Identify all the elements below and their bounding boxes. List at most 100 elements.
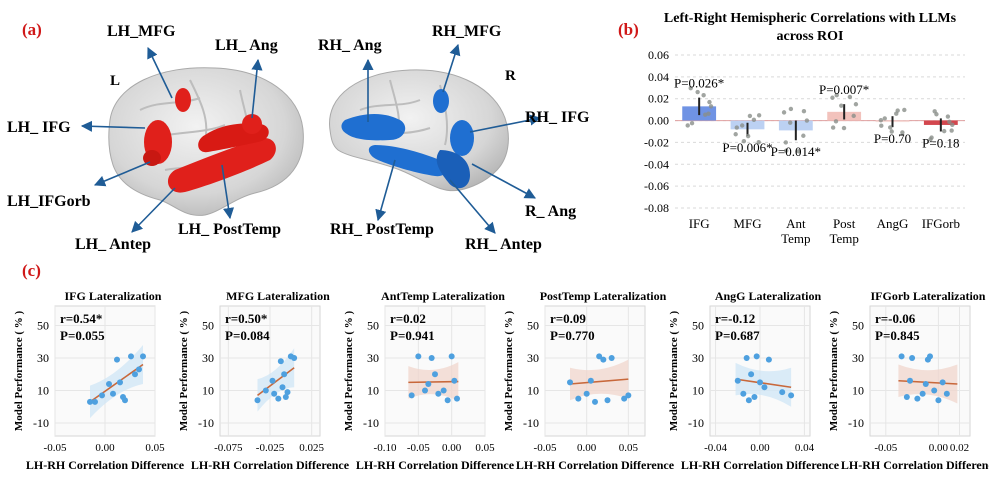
scatter-point — [907, 377, 913, 384]
scatter-point — [132, 371, 138, 378]
scatter-x-label: LH-RH Correlation Difference — [681, 458, 840, 472]
scatter-x-tick: 0.05 — [145, 442, 165, 454]
bar-point — [747, 113, 753, 119]
scatter-point — [625, 392, 632, 399]
scatter-y-tick: -10 — [198, 416, 214, 430]
label-rh-antep: RH_ Antep — [465, 236, 542, 253]
regression-line — [735, 378, 792, 389]
label-lh-ifg: LH_ IFG — [7, 119, 71, 136]
scatter-point — [927, 353, 933, 360]
scatter-r-label: r=-0.12 — [715, 311, 755, 326]
bar-y-tick: -0.06 — [644, 179, 669, 193]
scatter-point — [592, 398, 598, 405]
scatter-x-label: LH-RH Correlation Difference — [26, 458, 185, 472]
scatter-plot: IFG Lateralization 50 30 10 -10 -0.05 0.00 0.05… — [13, 289, 185, 472]
bar-point — [701, 93, 706, 98]
bar-point — [685, 123, 690, 128]
scatter-point — [432, 371, 438, 378]
bar-category-label: Temp — [781, 231, 810, 246]
scatter-point — [428, 355, 435, 361]
left-arrows — [80, 46, 263, 233]
scatter-point — [440, 387, 447, 394]
bar-y-tick: 0.00 — [648, 114, 669, 128]
scatter-point — [734, 377, 741, 384]
scatter-point — [583, 390, 590, 397]
scatter-plot: AntTemp Lateralization 50 30 10 -10 -0.10 -0.0… — [343, 289, 515, 472]
scatter-y-tick: 10 — [527, 384, 539, 398]
scatter-plot: IFGorb Lateralization 50 30 10 -10 -0.05 0.00 0… — [828, 289, 989, 472]
scatter-point — [740, 390, 747, 397]
scatter-point — [743, 355, 750, 361]
scatter-x-tick: -0.04 — [704, 442, 727, 454]
bar-point — [949, 128, 954, 133]
scatter-x-tick: 0.00 — [95, 442, 115, 454]
scatter-plot: MFG Lateralization 50 30 10 -10-0.075 -0.025 0… — [178, 289, 350, 472]
scatter-x-tick: 0.04 — [795, 442, 815, 454]
scatter-point — [761, 384, 768, 391]
bar-point — [688, 86, 693, 91]
scatter-x-tick: 0.05 — [619, 442, 639, 454]
scatter-y-tick: 30 — [852, 351, 864, 365]
brain-panel: (a) LH_MFG LH — [0, 0, 610, 255]
bar-point — [695, 89, 700, 95]
label-r-ang: R_ Ang — [525, 203, 576, 220]
scatter-y-label: Model Performance ( % ) — [668, 310, 680, 431]
scatter-point — [604, 397, 611, 404]
scatter-y-tick: 10 — [37, 384, 49, 398]
scatter-point — [903, 394, 910, 400]
bar-grid — [675, 54, 965, 209]
scatter-point — [575, 395, 582, 402]
scatter-r-label: r=0.54* — [60, 311, 102, 326]
regression-line — [569, 378, 629, 385]
rh-mfg-region — [433, 89, 449, 113]
scatter-point — [608, 355, 615, 361]
bar-point — [801, 109, 807, 114]
scatter-r-label: r=0.09 — [550, 311, 586, 326]
bar-point — [879, 123, 884, 128]
scatter-point — [271, 390, 278, 397]
scatter-x-tick: 0.025 — [299, 442, 324, 454]
scatter-y-tick: 50 — [367, 319, 379, 333]
bar-point — [902, 107, 907, 113]
bar-marks: P=0.026* P=0.006*P=0.014* P=0.007* P=0.70 P=… — [674, 76, 959, 160]
scatter-point — [269, 377, 276, 384]
scatter-x-label: LH-RH Correlation Difference — [516, 458, 675, 472]
bar-y-tick: -0.04 — [644, 157, 669, 171]
scatter-y-label: Model Performance ( % ) — [828, 310, 840, 431]
scatter-point — [567, 379, 573, 386]
scatter-p-label: P=0.687 — [715, 328, 760, 343]
scatter-title: PostTemp Lateralization — [540, 289, 667, 303]
scatter-title: IFG Lateralization — [65, 289, 162, 303]
scatter-point — [279, 384, 286, 391]
regression-line — [408, 380, 459, 384]
scatter-x-tick: -0.05 — [44, 442, 67, 454]
bar-category-label: IFG — [689, 216, 710, 231]
lh-ang-region — [242, 114, 262, 134]
bar-y-tick: -0.02 — [644, 135, 669, 149]
scatter-point — [779, 389, 786, 396]
scatter-y-tick: -10 — [523, 416, 539, 430]
scatter-point — [451, 377, 458, 384]
panel-label-a: (a) — [22, 20, 42, 39]
scatter-x-tick: 0.00 — [442, 442, 462, 454]
panel-label-c: (c) — [22, 261, 41, 280]
scatter-p-label: P=0.084 — [225, 328, 270, 343]
rh-antep-region — [436, 150, 470, 189]
bar-point — [830, 125, 836, 130]
scatter-y-tick: 50 — [37, 319, 49, 333]
bar-p-label: P=0.014* — [771, 144, 821, 159]
bar-point — [934, 112, 939, 117]
scatter-y-tick: 10 — [202, 384, 214, 398]
scatter-point — [922, 381, 929, 387]
scatter-y-tick: 50 — [852, 319, 864, 333]
scatter-point — [87, 398, 93, 405]
bar-point — [945, 114, 951, 119]
scatter-point — [282, 394, 289, 400]
rh-ifg-region — [450, 120, 474, 156]
bar-point — [784, 148, 789, 153]
scatter-point — [99, 392, 105, 399]
scatter-x-label: LH-RH Correlation Difference — [841, 458, 989, 472]
lh-mfg-region — [175, 88, 191, 112]
scatter-p-label: P=0.770 — [550, 328, 595, 343]
scatter-title: IFGorb Lateralization — [871, 289, 986, 303]
